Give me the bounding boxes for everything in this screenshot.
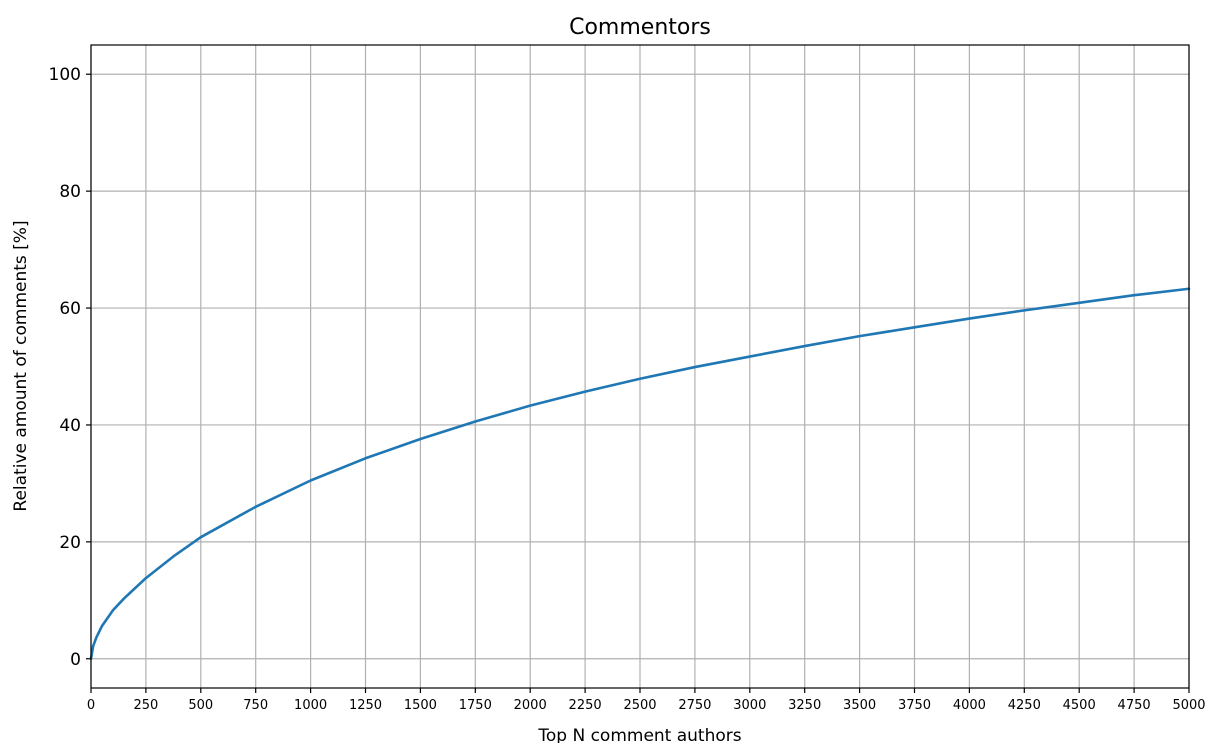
x-tick-label: 2000 [514, 698, 547, 713]
x-tick-label: 1750 [459, 698, 492, 713]
x-tick-label: 2500 [623, 698, 656, 713]
y-tick-label: 40 [59, 416, 81, 436]
x-tick-label: 3250 [788, 698, 821, 713]
y-tick-label: 20 [59, 533, 81, 553]
x-axis-title: Top N comment authors [537, 726, 741, 743]
x-tick-label: 500 [188, 698, 213, 713]
axis-ticks: 0 250 500 750 1000 1250 1500 1750 2000 2250 2500 27… [49, 65, 1206, 713]
x-tick-label: 750 [243, 698, 268, 713]
x-tick-label: 3000 [733, 698, 766, 713]
x-tick-label: 1500 [404, 698, 437, 713]
x-tick-label: 1000 [294, 698, 327, 713]
y-tick-label: 0 [70, 650, 81, 670]
series-layer [89, 287, 1191, 661]
x-tick-label: 250 [133, 698, 158, 713]
chart-title: Commentors [569, 15, 711, 40]
x-tick-label: 4500 [1063, 698, 1096, 713]
grid-lines [90, 45, 1190, 688]
x-tick-label: 4750 [1118, 698, 1151, 713]
x-tick-label: 5000 [1172, 698, 1205, 713]
y-tick-label: 100 [49, 65, 81, 85]
x-tick-label: 4250 [1008, 698, 1041, 713]
y-tick-label: 80 [59, 182, 81, 202]
series-line [89, 287, 1191, 661]
x-tick-label: 2750 [678, 698, 711, 713]
x-tick-label: 2250 [569, 698, 602, 713]
y-tick-label: 60 [59, 299, 81, 319]
x-tick-label: 1250 [349, 698, 382, 713]
x-tick-label: 0 [87, 698, 95, 713]
x-tick-label: 3750 [898, 698, 931, 713]
x-tick-label: 4000 [953, 698, 986, 713]
x-tick-label: 3500 [843, 698, 876, 713]
y-axis-title: Relative amount of comments [%] [11, 220, 31, 511]
